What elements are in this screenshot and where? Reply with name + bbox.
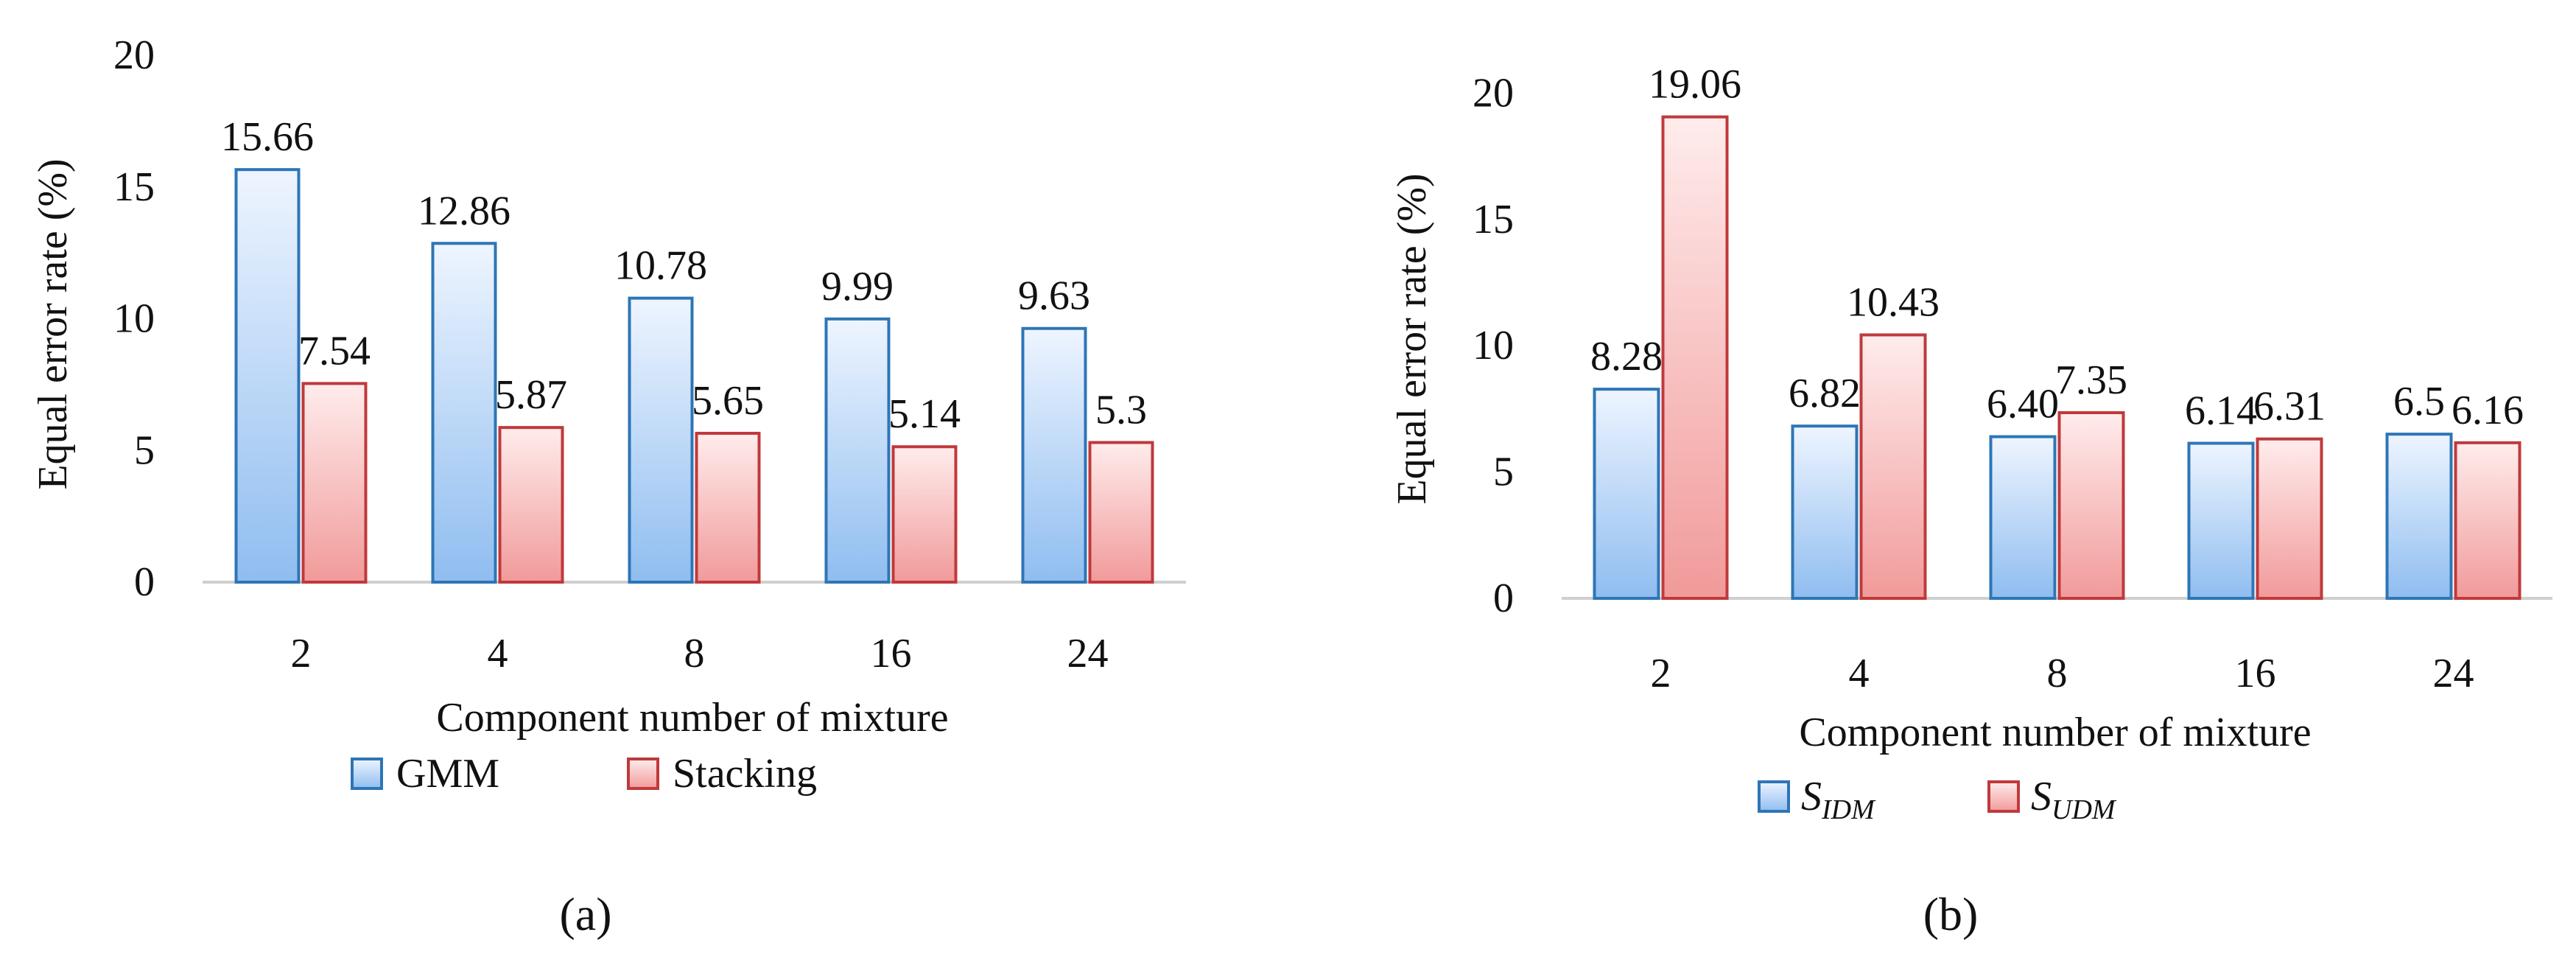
bar-series2 — [2256, 437, 2323, 601]
data-label: 12.86 — [418, 188, 510, 234]
data-label: 5.14 — [888, 391, 961, 437]
legend-label-gmm: GMM — [396, 751, 499, 797]
svg-text:SUDM: SUDM — [2031, 774, 2117, 825]
data-label: 15.66 — [221, 114, 314, 160]
bar-series1 — [1989, 435, 2057, 600]
data-label: 9.99 — [821, 264, 894, 309]
x-axis-title: Component number of mixture — [1799, 710, 2311, 755]
legend-swatch-s-idm — [1758, 780, 1790, 813]
panel-label-b: (b) — [1923, 888, 1979, 940]
bar-series1 — [1791, 424, 1859, 600]
legend-item-gmm: GMM — [351, 751, 499, 797]
x-tick-label: 16 — [2235, 651, 2276, 696]
x-tick-label: 2 — [291, 631, 312, 676]
bar-series2 — [2454, 441, 2521, 601]
bar-series1 — [234, 168, 301, 584]
data-label: 5.3 — [1095, 388, 1147, 433]
bar-series2 — [498, 426, 564, 584]
legend-label-s-idm: S — [1801, 774, 1822, 819]
bar-series2 — [301, 382, 368, 584]
bar-series1 — [1021, 326, 1087, 584]
bar-series1 — [431, 242, 497, 584]
legend-subscript-s-idm: IDM — [1821, 794, 1876, 825]
x-tick-label: 24 — [2433, 651, 2474, 696]
data-label: 9.63 — [1018, 273, 1090, 319]
data-label: 5.87 — [495, 372, 567, 418]
bar-series1 — [2187, 441, 2255, 600]
panel-label-a: (a) — [559, 888, 611, 940]
data-label: 6.82 — [1789, 371, 1861, 416]
y-tick-label: 15 — [113, 164, 155, 210]
data-label: 7.54 — [298, 328, 371, 374]
bar-series2 — [891, 445, 958, 584]
bar-series1 — [628, 296, 694, 584]
y-tick-label: 10 — [1473, 323, 1514, 368]
data-label: 8.28 — [1590, 334, 1663, 379]
data-label: 6.5 — [2393, 379, 2445, 424]
y-tick-label: 0 — [134, 559, 155, 605]
y-tick-label: 10 — [113, 296, 155, 342]
legend-swatch-stacking — [627, 758, 659, 790]
x-tick-label: 4 — [1849, 651, 1870, 696]
x-tick-label: 8 — [684, 631, 705, 676]
data-label: 6.16 — [2452, 388, 2524, 433]
chart-panel-a: 0 5 10 15 20 15.66 7.54 12.86 5.87 10.78 5.65 9.99… — [30, 32, 1186, 940]
legend-label-s-udm: S — [2031, 774, 2052, 819]
bar-series2 — [695, 432, 761, 584]
data-label: 7.35 — [2055, 357, 2127, 403]
bar-series1 — [2385, 433, 2453, 600]
legend-item-s-idm: SIDM — [1758, 774, 1876, 825]
legend-swatch-gmm — [351, 758, 383, 790]
bar-series2 — [1088, 441, 1154, 584]
y-tick-label: 0 — [1493, 576, 1514, 621]
legend-item-stacking: Stacking — [627, 751, 817, 797]
data-label: 19.06 — [1649, 62, 1741, 108]
data-label: 10.78 — [614, 243, 707, 289]
legend-label-stacking: Stacking — [673, 751, 817, 797]
x-tick-label: 2 — [1651, 651, 1671, 696]
bar-series2 — [1859, 333, 1927, 600]
x-tick-label: 4 — [488, 631, 508, 676]
data-label: 10.43 — [1847, 279, 1940, 325]
x-tick-label: 8 — [2047, 651, 2068, 696]
data-label: 5.65 — [692, 378, 764, 424]
data-label: 6.40 — [1987, 382, 2059, 427]
data-label: 6.31 — [2253, 384, 2326, 430]
y-tick-label: 5 — [134, 427, 155, 473]
legend-subscript-s-udm: UDM — [2052, 794, 2117, 825]
bar-series2 — [2057, 411, 2125, 600]
x-axis-title: Component number of mixture — [436, 695, 948, 741]
y-axis-title: Equal error rate (%) — [1389, 173, 1435, 504]
y-tick-label: 5 — [1493, 449, 1514, 495]
data-label: 6.14 — [2185, 388, 2257, 434]
legend-item-s-udm: SUDM — [1987, 774, 2117, 825]
bar-series2 — [1661, 115, 1729, 600]
bar-series1 — [1593, 388, 1660, 600]
y-tick-label: 15 — [1473, 197, 1514, 242]
bar-series1 — [824, 317, 891, 584]
legend-swatch-s-udm — [1987, 780, 2020, 813]
x-tick-label: 24 — [1067, 631, 1109, 676]
y-tick-label: 20 — [1473, 70, 1514, 116]
legend: SIDM SUDM — [1758, 774, 2117, 825]
svg-text:SIDM: SIDM — [1801, 774, 1876, 825]
y-tick-label: 20 — [113, 32, 155, 78]
x-tick-label: 16 — [871, 631, 912, 676]
legend: GMM Stacking — [351, 751, 817, 797]
y-axis-title: Equal error rate (%) — [30, 158, 76, 489]
